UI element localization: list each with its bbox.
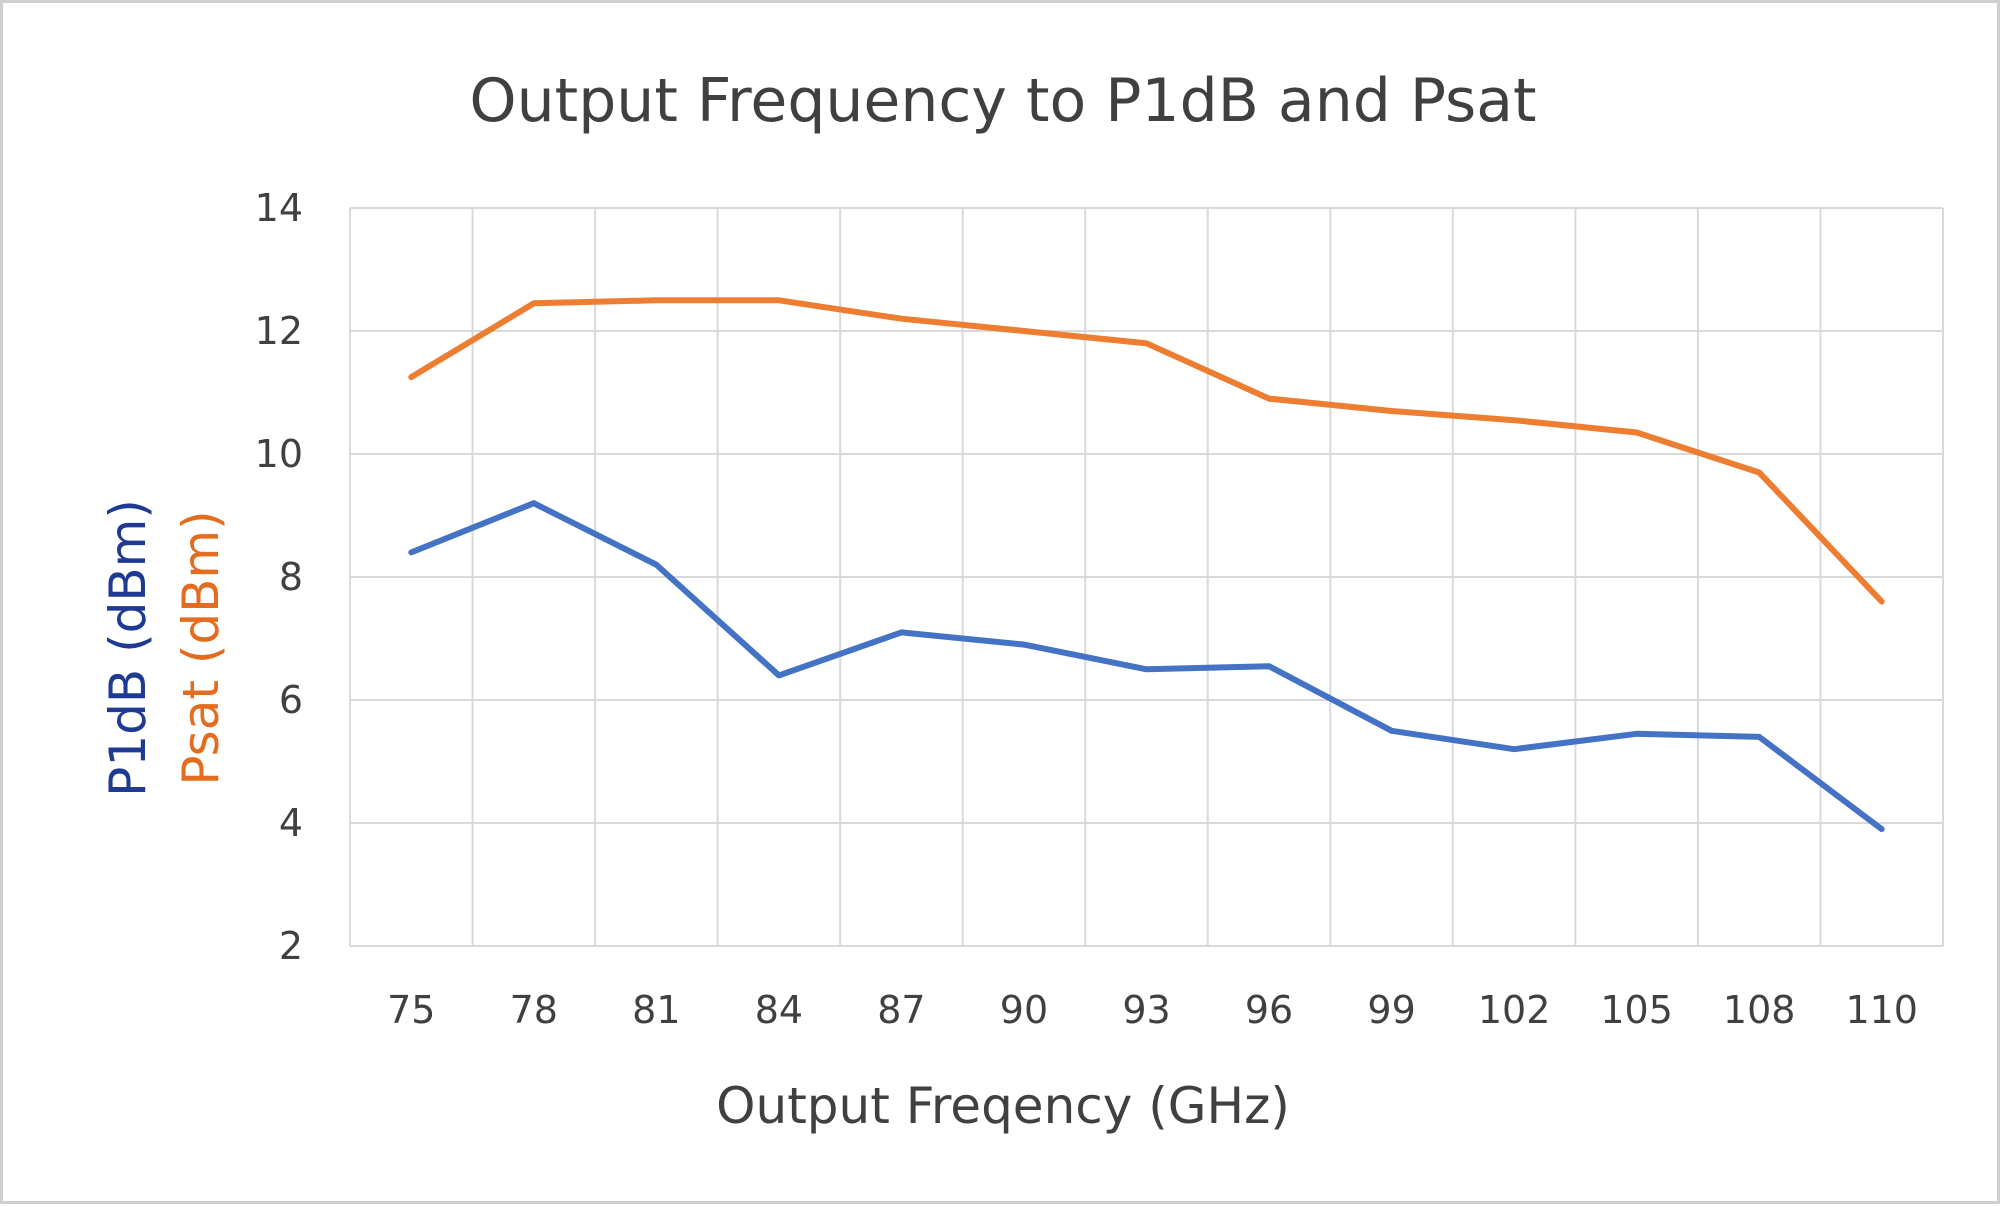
x-tick-label: 78 <box>510 988 558 1032</box>
y-tick-label: 4 <box>279 801 303 845</box>
x-tick-label: 93 <box>1122 988 1170 1032</box>
x-tick-label: 108 <box>1723 988 1796 1032</box>
y-tick-label: 2 <box>279 924 303 968</box>
y-axis-label: Psat (dBm) <box>172 510 230 785</box>
y-axis-label: P1dB (dBm) <box>99 499 157 797</box>
y-tick-label: 10 <box>255 432 303 476</box>
x-tick-label: 99 <box>1367 988 1415 1032</box>
x-axis-label: Output Freqency (GHz) <box>716 1077 1290 1135</box>
chart-title: Output Frequency to P1dB and Psat <box>469 66 1536 136</box>
y-tick-label: 8 <box>279 555 303 599</box>
x-tick-label: 75 <box>387 988 435 1032</box>
x-tick-labels: 75 78 81 84 87 90 93 96 99 102 105 108 110 <box>387 988 1918 1032</box>
x-tick-label: 110 <box>1845 988 1918 1032</box>
x-tick-label: 96 <box>1245 988 1293 1032</box>
x-tick-label: 87 <box>877 988 925 1032</box>
x-tick-label: 102 <box>1478 988 1551 1032</box>
y-tick-label: 12 <box>255 309 303 353</box>
line-chart: Output Frequency to P1dB and Psat 2 4 6 8 10… <box>99 66 1944 1135</box>
y-tick-label: 14 <box>255 186 303 230</box>
y-tick-labels: 2 4 6 8 10 12 14 <box>255 186 303 968</box>
series-line-p1db <box>408 500 1885 833</box>
grid <box>349 207 1944 947</box>
x-tick-label: 81 <box>632 988 680 1032</box>
y-tick-label: 6 <box>279 678 303 722</box>
x-tick-label: 105 <box>1600 988 1673 1032</box>
x-tick-label: 84 <box>755 988 803 1032</box>
series-line-psat <box>408 297 1885 605</box>
y-axis-labels: P1dB (dBm) Psat (dBm) <box>99 499 230 797</box>
x-tick-label: 90 <box>1000 988 1048 1032</box>
series-group <box>408 297 1885 833</box>
